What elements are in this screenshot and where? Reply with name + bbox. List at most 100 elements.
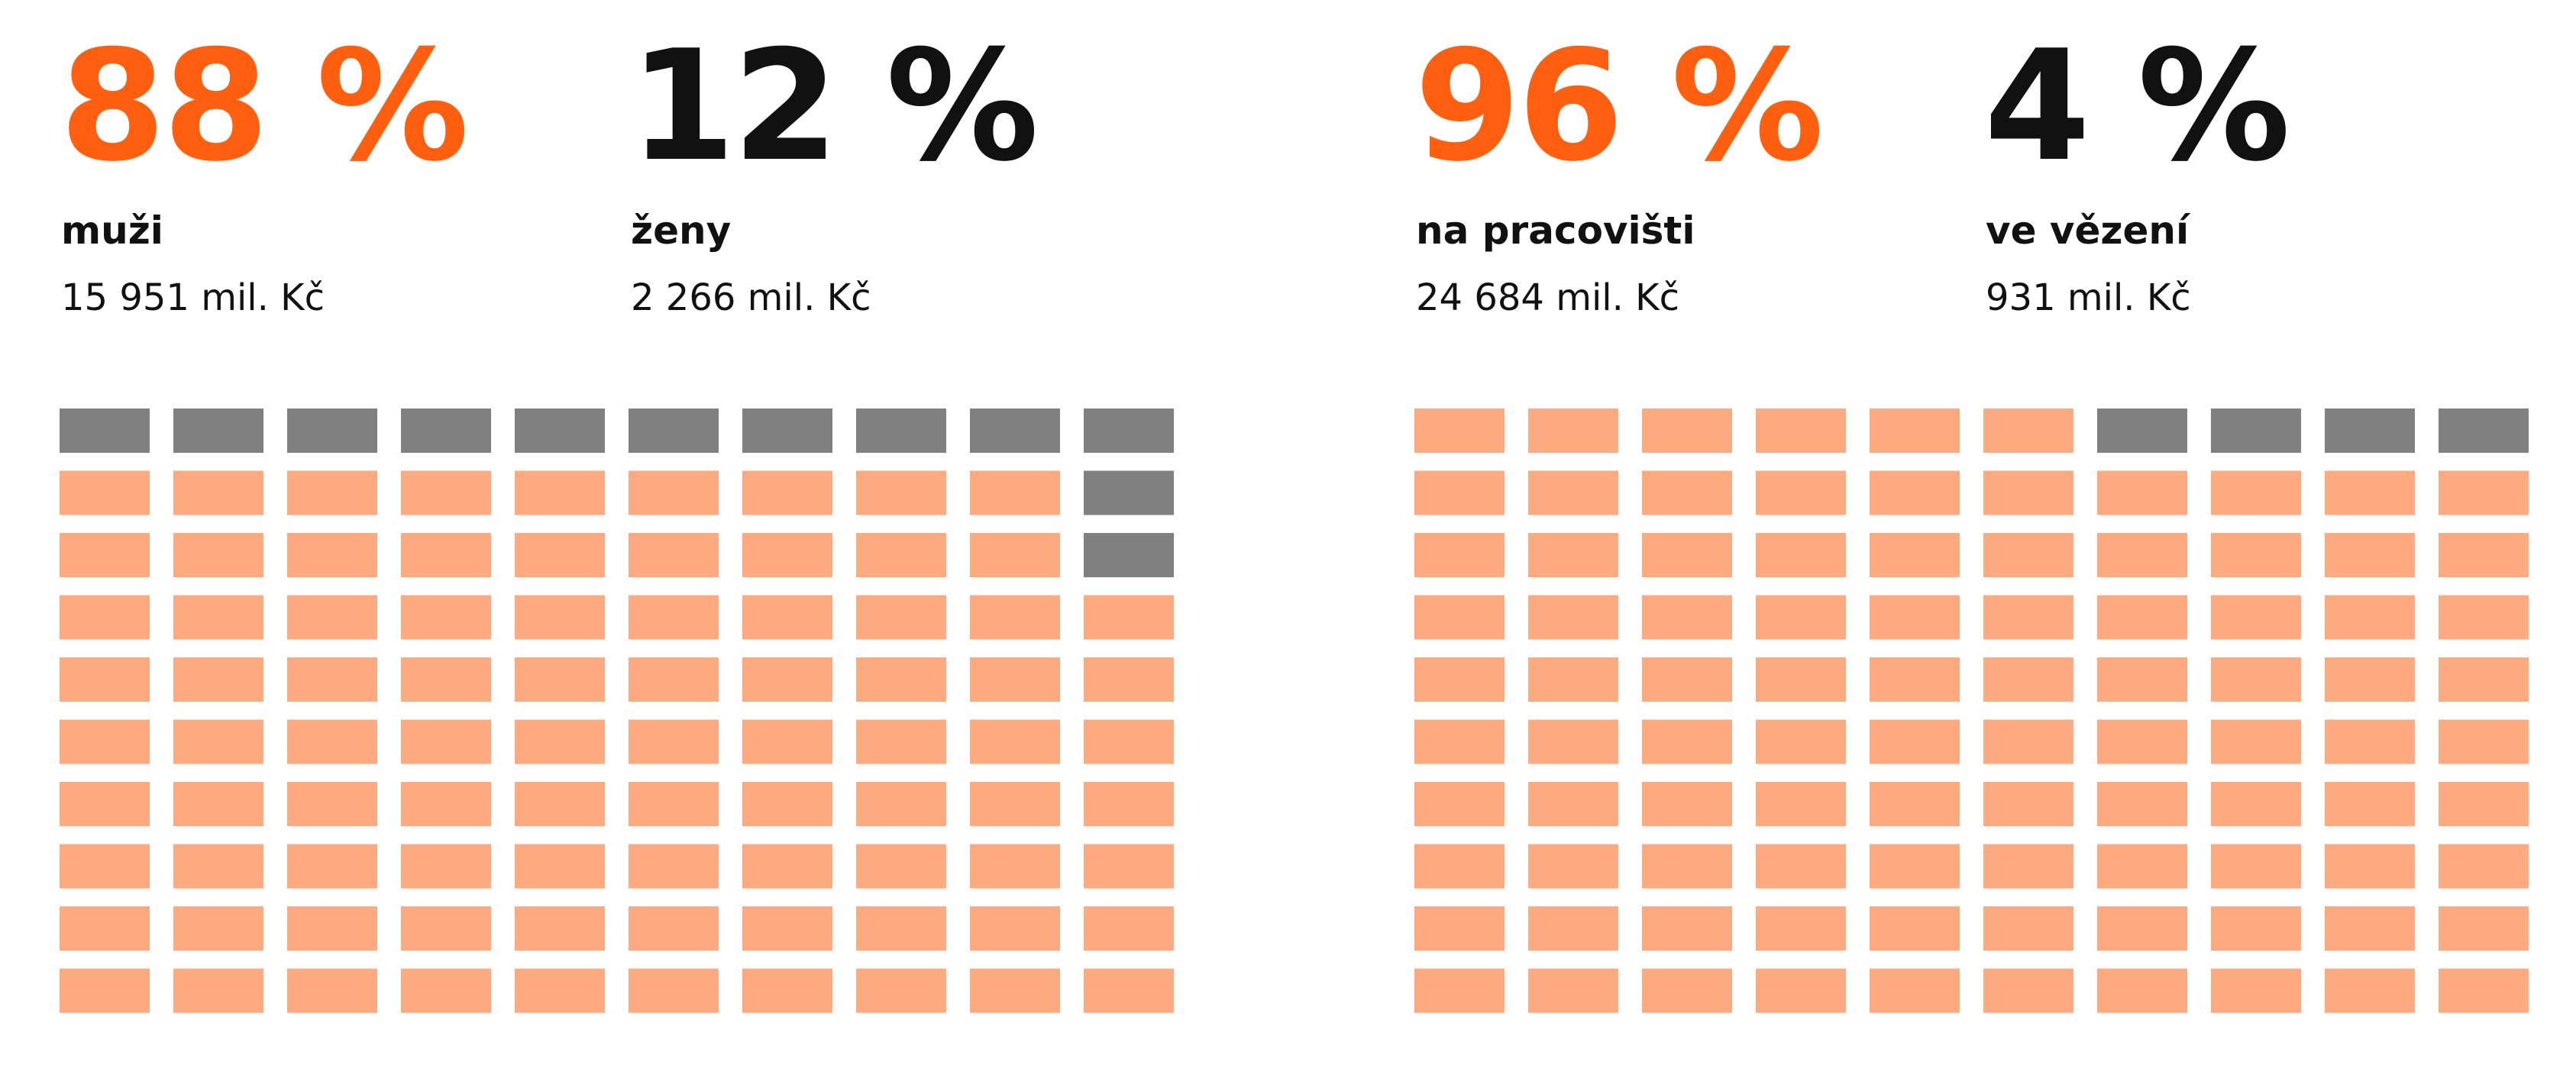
waffle-cell-primary	[287, 844, 377, 889]
waffle-cell-primary	[970, 906, 1060, 951]
waffle-cell-primary	[401, 844, 491, 889]
waffle-cell-primary	[1756, 968, 1846, 1013]
waffle-cell-primary	[1642, 719, 1732, 764]
waffle-cell-primary	[742, 906, 832, 951]
waffle-cell-primary	[856, 595, 946, 640]
waffle-cell-primary	[742, 470, 832, 515]
waffle-cell-primary	[287, 782, 377, 826]
waffle-cell-primary	[629, 844, 719, 889]
waffle-cell-primary	[2097, 968, 2187, 1013]
waffle-cell-primary	[2439, 844, 2529, 889]
waffle-cell-primary	[401, 968, 491, 1013]
waffle-cell-primary	[742, 844, 832, 889]
waffle-cell-primary	[2325, 657, 2415, 702]
waffle-cell-primary	[1756, 844, 1846, 889]
label-prison: ve vězení	[1986, 208, 2190, 253]
waffle-cell-primary	[515, 719, 605, 764]
waffle-cell-primary	[1870, 782, 1960, 826]
waffle-cell-secondary	[287, 409, 377, 453]
waffle-cell-primary	[1870, 906, 1960, 951]
waffle-cell-primary	[1528, 409, 1618, 453]
waffle-cell-primary	[1528, 968, 1618, 1013]
waffle-cell-primary	[515, 782, 605, 826]
waffle-cell-primary	[1528, 595, 1618, 640]
waffle-cell-primary	[2439, 782, 2529, 826]
waffle-cell-primary	[60, 968, 150, 1013]
label-men: muži	[61, 208, 163, 253]
waffle-cell-primary	[1642, 470, 1732, 515]
waffle-cell-primary	[1528, 533, 1618, 577]
waffle-cell-secondary	[173, 409, 263, 453]
waffle-cell-primary	[173, 470, 263, 515]
waffle-cell-primary	[287, 595, 377, 640]
waffle-cell-primary	[2097, 470, 2187, 515]
waffle-cell-primary	[1983, 409, 2073, 453]
waffle-cell-primary	[1983, 595, 2073, 640]
waffle-cell-primary	[1870, 595, 1960, 640]
waffle-cell-secondary	[856, 409, 946, 453]
waffle-cell-secondary	[1084, 470, 1174, 515]
waffle-cell-primary	[1756, 409, 1846, 453]
waffle-cell-primary	[856, 719, 946, 764]
waffle-cell-primary	[1414, 470, 1505, 515]
waffle-cell-primary	[60, 906, 150, 951]
waffle-cell-primary	[629, 719, 719, 764]
waffle-cell-secondary	[60, 409, 150, 453]
waffle-cell-primary	[173, 595, 263, 640]
waffle-cell-primary	[970, 470, 1060, 515]
waffle-cell-primary	[1870, 844, 1960, 889]
waffle-cell-primary	[401, 533, 491, 577]
waffle-cell-primary	[60, 595, 150, 640]
waffle-cell-primary	[60, 844, 150, 889]
waffle-cell-primary	[515, 470, 605, 515]
waffle-cell-primary	[60, 533, 150, 577]
waffle-cell-primary	[1528, 657, 1618, 702]
waffle-cell-primary	[1870, 470, 1960, 515]
waffle-cell-primary	[401, 470, 491, 515]
waffle-cell-primary	[1983, 657, 2073, 702]
waffle-cell-primary	[401, 782, 491, 826]
waffle-cell-primary	[629, 968, 719, 1013]
waffle-cell-primary	[856, 782, 946, 826]
waffle-cell-primary	[515, 844, 605, 889]
waffle-cell-primary	[2211, 906, 2301, 951]
waffle-cell-primary	[1870, 409, 1960, 453]
waffle-cell-primary	[1983, 906, 2073, 951]
waffle-cell-primary	[173, 844, 263, 889]
waffle-cell-primary	[856, 906, 946, 951]
waffle-cell-primary	[629, 470, 719, 515]
waffle-cell-primary	[515, 595, 605, 640]
waffle-cell-primary	[1756, 906, 1846, 951]
waffle-cell-primary	[742, 533, 832, 577]
waffle-cell-primary	[2325, 595, 2415, 640]
waffle-cell-primary	[1756, 782, 1846, 826]
waffle-cell-primary	[1756, 470, 1846, 515]
waffle-cell-primary	[2097, 657, 2187, 702]
panel-location: 96 % na pracovišti 24 684 mil. Kč 4 % ve…	[1414, 0, 2529, 1069]
waffle-cell-primary	[2439, 657, 2529, 702]
waffle-cell-primary	[1642, 782, 1732, 826]
waffle-cell-primary	[173, 533, 263, 577]
waffle-cell-primary	[173, 719, 263, 764]
waffle-cell-secondary	[2211, 409, 2301, 453]
waffle-cell-primary	[1870, 657, 1960, 702]
waffle-cell-primary	[1414, 968, 1505, 1013]
waffle-cell-primary	[970, 782, 1060, 826]
waffle-cell-primary	[2439, 533, 2529, 577]
waffle-cell-primary	[1642, 968, 1732, 1013]
waffle-cell-primary	[1983, 782, 2073, 826]
waffle-cell-primary	[287, 906, 377, 951]
waffle-cell-primary	[401, 595, 491, 640]
waffle-cell-primary	[856, 844, 946, 889]
waffle-cell-primary	[1084, 719, 1174, 764]
waffle-cell-primary	[2211, 533, 2301, 577]
waffle-cell-primary	[1528, 906, 1618, 951]
waffle-cell-primary	[1983, 470, 2073, 515]
waffle-cell-primary	[2325, 844, 2415, 889]
percent-women: 12 %	[629, 18, 1039, 195]
waffle-cell-primary	[1084, 844, 1174, 889]
waffle-cell-primary	[629, 657, 719, 702]
waffle-cell-secondary	[2097, 409, 2187, 453]
waffle-cell-primary	[2097, 782, 2187, 826]
waffle-cell-primary	[287, 968, 377, 1013]
